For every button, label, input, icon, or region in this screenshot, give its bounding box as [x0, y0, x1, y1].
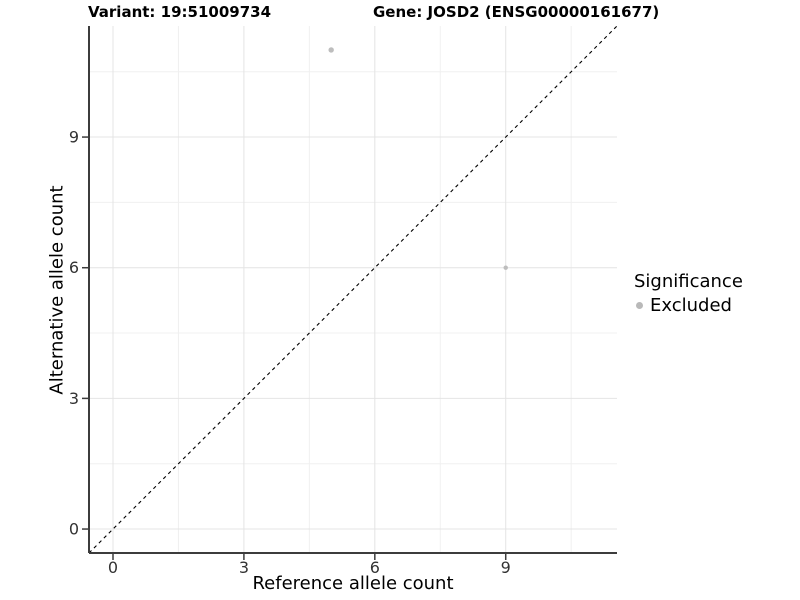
x-tick-label: 9: [501, 558, 511, 577]
y-tick-label: 0: [69, 520, 79, 539]
x-tick-label: 6: [370, 558, 380, 577]
y-tick-label: 9: [69, 128, 79, 147]
y-tick-label: 3: [69, 389, 79, 408]
legend: Significance Excluded: [634, 271, 743, 316]
legend-item-excluded: Excluded: [634, 295, 743, 316]
scatter-point: [503, 265, 508, 270]
identity-line: [88, 25, 618, 554]
y-tick-label: 6: [69, 258, 79, 277]
x-tick-label: 0: [108, 558, 118, 577]
y-axis-title: Alternative allele count: [46, 185, 68, 395]
variant-title: Variant: 19:51009734: [88, 3, 272, 21]
excluded-point-icon: [636, 302, 643, 309]
scatter-point: [328, 47, 334, 53]
gene-title: Gene: JOSD2 (ENSG00000161677): [373, 3, 660, 21]
x-tick-label: 3: [239, 558, 249, 577]
legend-item-label: Excluded: [650, 295, 732, 316]
x-axis-title: Reference allele count: [252, 573, 454, 594]
legend-title: Significance: [634, 271, 743, 292]
